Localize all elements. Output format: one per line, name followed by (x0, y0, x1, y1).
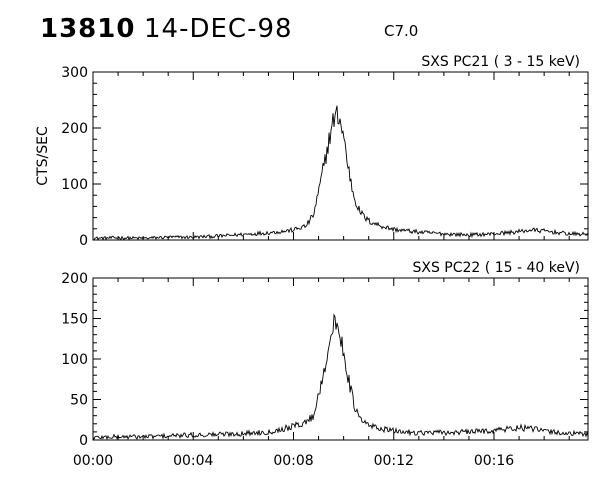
x-tick-label: 00:16 (474, 453, 514, 469)
panel-title-1: SXS PC21 ( 3 - 15 keV) (421, 54, 580, 70)
plot-frame-2 (92, 277, 589, 441)
y-tick-label-1: 300 (61, 65, 88, 81)
lightcurve-trace-1 (93, 105, 589, 241)
event-date: 14-DEC-98 (144, 14, 293, 44)
y-tick-label-1: 200 (61, 121, 88, 137)
y-tick-label-1: 0 (79, 233, 88, 249)
y-tick-label-1: 100 (61, 177, 88, 193)
flare-class: C7.0 (384, 22, 419, 40)
event-id: 13810 (40, 14, 136, 44)
y-tick-label-2: 0 (79, 433, 88, 449)
x-tick-label: 00:08 (273, 453, 313, 469)
y-tick-label-2: 150 (61, 312, 88, 328)
y-tick-label-2: 100 (61, 352, 88, 368)
lightcurve-trace-2 (92, 313, 589, 441)
x-tick-label: 00:00 (73, 453, 113, 469)
y-tick-label-2: 50 (70, 393, 88, 409)
plot-frame-1 (92, 71, 589, 241)
x-tick-label: 00:12 (374, 453, 414, 469)
panel-title-2: SXS PC22 ( 15 - 40 keV) (412, 260, 580, 276)
y-axis-label: CTS/SEC (35, 126, 51, 186)
x-tick-label: 00:04 (173, 453, 213, 469)
y-tick-label-2: 200 (61, 271, 88, 287)
